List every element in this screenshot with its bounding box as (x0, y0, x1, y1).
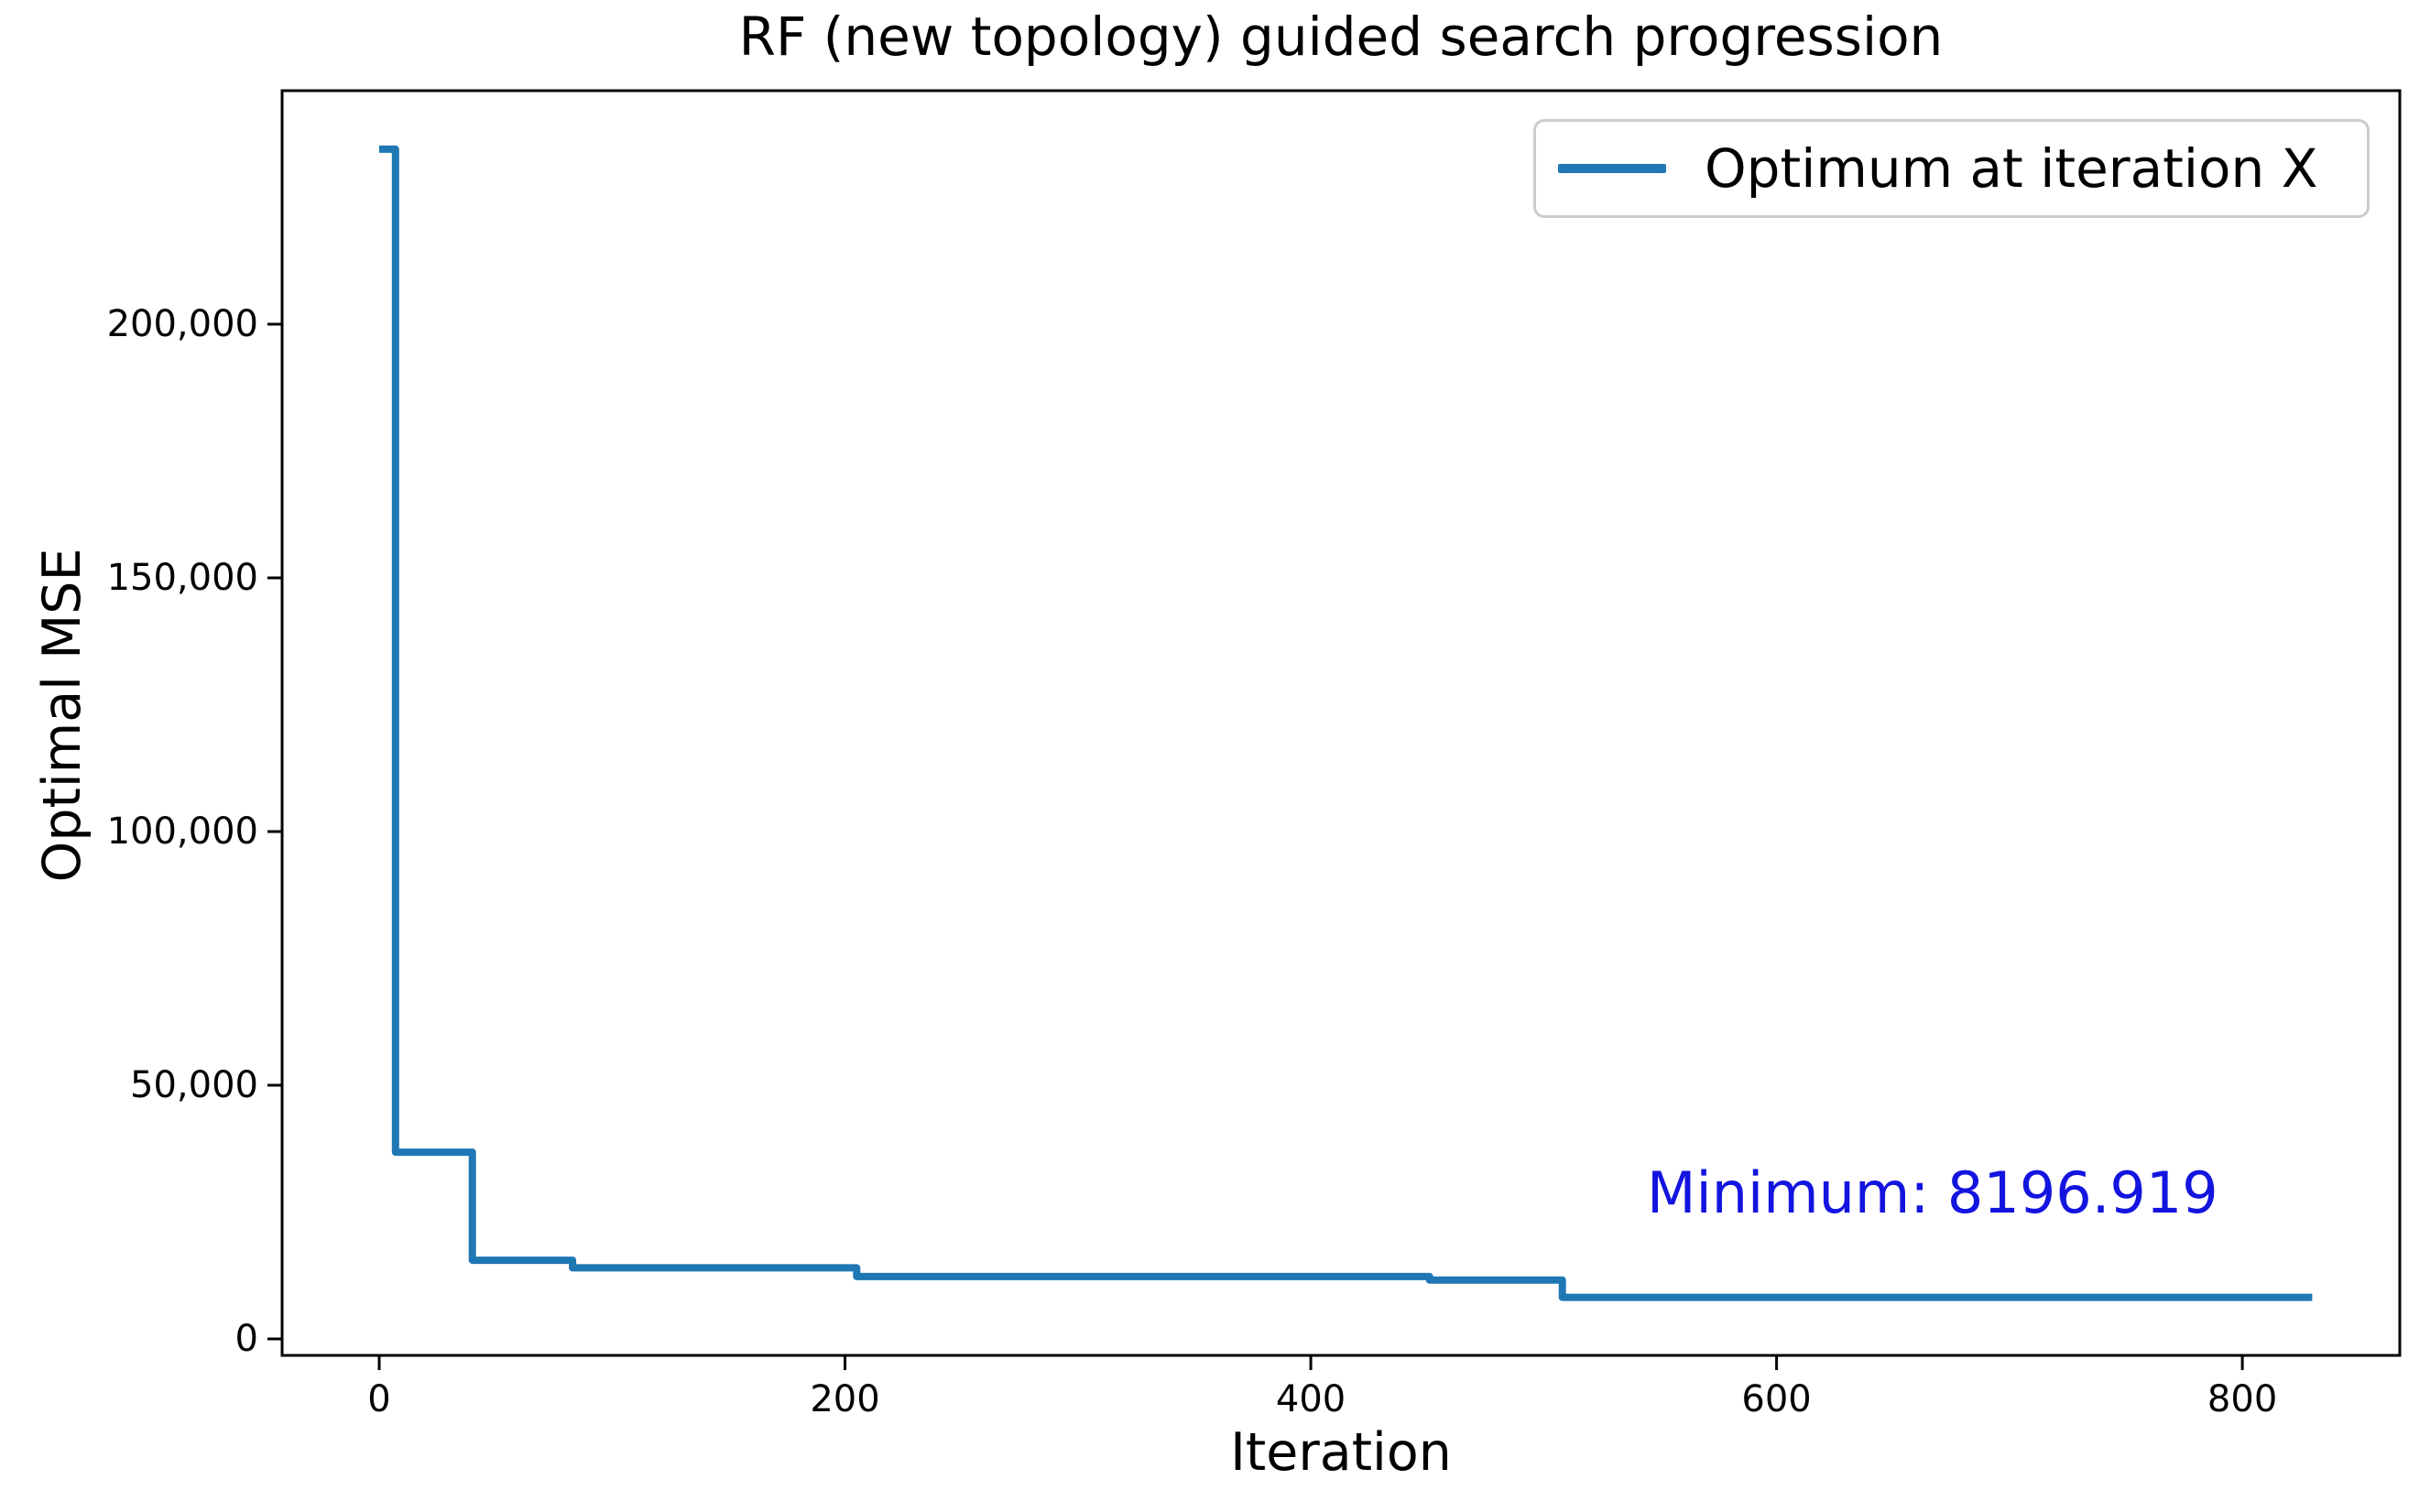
legend: Optimum at iteration X (1533, 119, 2370, 218)
tick-marks (267, 322, 2244, 1370)
x-tick-label: 800 (2207, 1378, 2278, 1420)
y-tick-label: 50,000 (130, 1064, 258, 1106)
chart-title: RF (new topology) guided search progress… (738, 5, 1944, 68)
legend-label: Optimum at iteration X (1705, 137, 2318, 200)
x-tick-label: 200 (810, 1378, 880, 1420)
y-tick-label: 200,000 (106, 303, 258, 345)
x-tick-label: 400 (1275, 1378, 1346, 1420)
series-line (379, 145, 2313, 1301)
x-tick-label: 600 (1741, 1378, 1812, 1420)
x-axis-label: Iteration (1230, 1422, 1452, 1483)
x-tick-label: 0 (367, 1378, 391, 1420)
y-tick-label: 150,000 (106, 557, 258, 599)
legend-line-sample (1558, 164, 1666, 173)
y-tick-label: 100,000 (106, 810, 258, 853)
y-axis-label: Optimal MSE (32, 548, 93, 883)
y-tick-label: 0 (234, 1318, 258, 1360)
plot-border (280, 89, 2402, 1357)
minimum-annotation: Minimum: 8196.919 (1647, 1159, 2218, 1226)
